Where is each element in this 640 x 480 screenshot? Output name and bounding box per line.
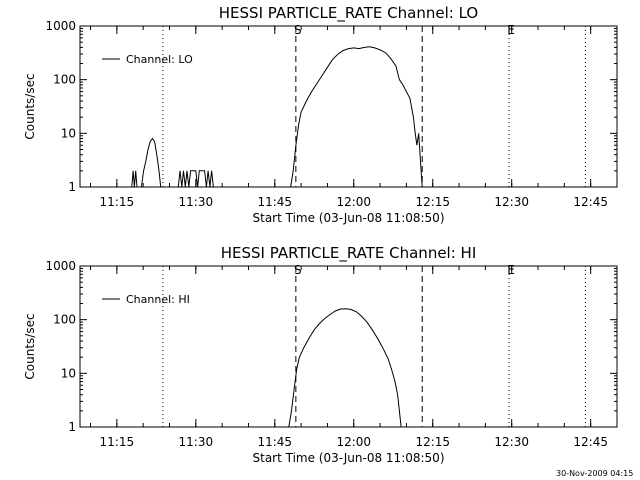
x-tick-label: 11:15 <box>100 435 135 449</box>
y-tick-label: 1 <box>68 420 76 434</box>
x-tick-label: 12:30 <box>494 195 529 209</box>
x-tick-label: 12:00 <box>336 195 371 209</box>
y-tick-label: 1 <box>68 180 76 194</box>
panel-lo: HESSI PARTICLE_RATE Channel: LO 1 10 100 100… <box>23 4 618 225</box>
y-tick-label: 100 <box>53 313 76 327</box>
y-tick-label: 10 <box>61 366 76 380</box>
chart-title: HESSI PARTICLE_RATE Channel: LO <box>219 4 478 23</box>
plot-frame <box>79 25 618 188</box>
y-tick-label: 10 <box>61 126 76 140</box>
x-tick-label: 12:15 <box>415 435 450 449</box>
series-line <box>140 137 162 188</box>
x-tick-label: 11:30 <box>179 195 214 209</box>
x-tick-label: 11:45 <box>257 435 292 449</box>
time-marker-label: S <box>294 23 302 37</box>
series-line <box>290 46 423 188</box>
chart-title: HESSI PARTICLE_RATE Channel: HI <box>221 244 477 263</box>
series-line <box>288 308 402 428</box>
x-tick-label: 12:30 <box>494 435 529 449</box>
x-tick-label: 12:45 <box>573 435 608 449</box>
legend-label: Channel: LO <box>126 53 193 66</box>
y-tick-label: 100 <box>53 73 76 87</box>
series-line <box>131 170 138 188</box>
x-tick-label: 12:45 <box>573 195 608 209</box>
legend-label: Channel: HI <box>126 293 190 306</box>
x-axis-label: Start Time (03-Jun-08 11:08:50) <box>253 451 445 465</box>
x-tick-label: 11:30 <box>179 435 214 449</box>
time-marker-label: S <box>294 263 302 277</box>
x-axis-label: Start Time (03-Jun-08 11:08:50) <box>253 211 445 225</box>
x-tick-label: 11:45 <box>257 195 292 209</box>
y-axis-label: Counts/sec <box>23 73 37 139</box>
time-marker-label: E <box>507 263 515 277</box>
time-marker-label: E <box>507 23 515 37</box>
x-tick-label: 12:15 <box>415 195 450 209</box>
footer-timestamp: 30-Nov-2009 04:15 <box>556 469 633 478</box>
x-tick-label: 11:15 <box>100 195 135 209</box>
x-tick-label: 12:00 <box>336 435 371 449</box>
y-tick-label: 1000 <box>45 19 76 33</box>
plot-frame <box>79 265 618 428</box>
y-tick-label: 1000 <box>45 259 76 273</box>
series-line <box>177 170 214 188</box>
y-axis-label: Counts/sec <box>23 313 37 379</box>
panel-hi: HESSI PARTICLE_RATE Channel: HI 1 10 100 100… <box>23 244 618 465</box>
